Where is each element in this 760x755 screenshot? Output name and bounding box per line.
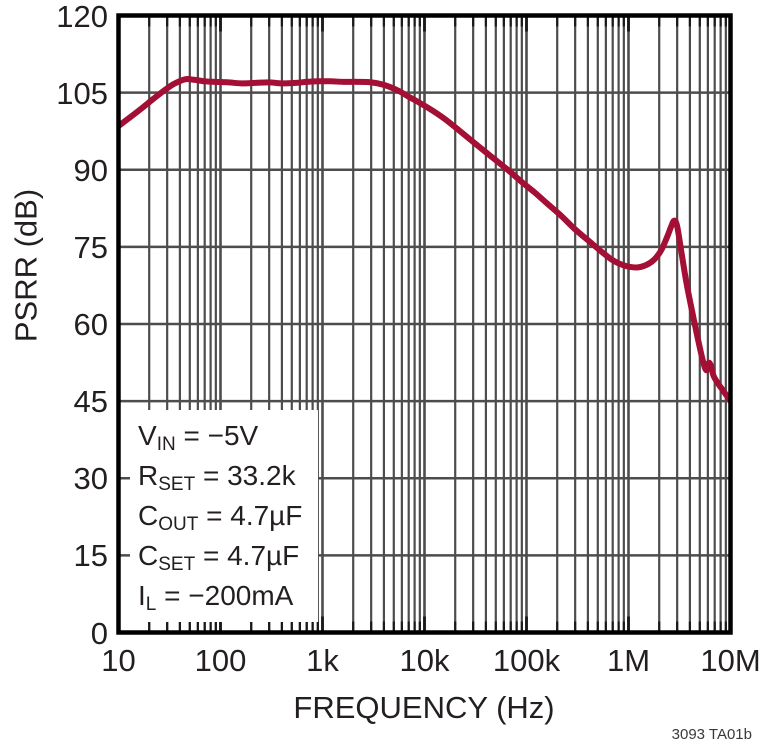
major-gridlines-y <box>118 91 731 557</box>
annotation-subscript: SET <box>158 474 196 495</box>
annotation-symbol: C <box>138 500 159 531</box>
annotation-value: = −200mA <box>156 580 294 611</box>
x-axis-tick-label: 1M <box>606 643 651 678</box>
y-axis-tick-label: 75 <box>73 229 108 265</box>
annotation-line-vin: VIN = −5V <box>138 416 318 456</box>
x-axis-title: FREQUENCY (Hz) <box>293 690 555 725</box>
y-axis-tick-label: 15 <box>73 538 108 574</box>
y-axis-tick-label: 105 <box>56 75 108 111</box>
annotation-line-cset: CSET = 4.7µF <box>138 536 318 576</box>
x-axis-tick-labels: 10 100 1k 10k 100k 1M 10M <box>0 645 760 685</box>
annotation-value: = −5V <box>175 420 259 451</box>
annotation-line-il: IL = −200mA <box>138 576 318 616</box>
y-axis-tick-label: 90 <box>73 152 108 188</box>
annotation-value: = 4.7µF <box>195 540 300 571</box>
x-axis-tick-label: 100k <box>492 643 561 678</box>
annotation-line-rset: RSET = 33.2k <box>138 456 318 496</box>
data-series-psrr <box>118 76 731 405</box>
annotation-symbol: R <box>138 460 159 491</box>
x-axis-tick-label: 10k <box>399 643 450 678</box>
y-axis-tick-label: 45 <box>73 384 108 420</box>
x-axis-tick-label: 10 <box>101 643 136 678</box>
plot-frame <box>116 13 733 635</box>
y-axis-tick-label: 60 <box>73 307 108 342</box>
y-axis-tick-label: 0 <box>90 615 108 651</box>
y-axis-tick-label: 30 <box>73 461 108 497</box>
y-axis-title: PSRR (dB) <box>8 188 44 343</box>
annotation-value: = 33.2k <box>195 460 296 491</box>
annotation-line-cout: COUT = 4.7µF <box>138 496 318 536</box>
figure-id-label: 3093 TA01b <box>671 726 752 743</box>
annotation-subscript: L <box>145 594 157 615</box>
x-axis-tick-label: 100 <box>194 643 247 678</box>
test-conditions-annotation: VIN = −5V RSET = 33.2k COUT = 4.7µF CSET = … <box>130 410 318 622</box>
annotation-subscript: SET <box>158 554 196 575</box>
annotation-symbol: C <box>138 540 159 571</box>
annotation-symbol: V <box>138 420 157 451</box>
annotation-value: = 4.7µF <box>198 500 303 531</box>
x-axis-tick-label: 10M <box>700 643 760 678</box>
annotation-subscript: OUT <box>158 514 199 535</box>
annotation-symbol: I <box>138 580 146 611</box>
x-axis-tick-label: 1k <box>306 643 339 678</box>
y-axis-tick-labels: 0 15 30 45 60 75 90 105 120 <box>0 0 108 755</box>
y-axis-tick-label: 120 <box>56 0 108 34</box>
annotation-subscript: IN <box>156 434 176 455</box>
